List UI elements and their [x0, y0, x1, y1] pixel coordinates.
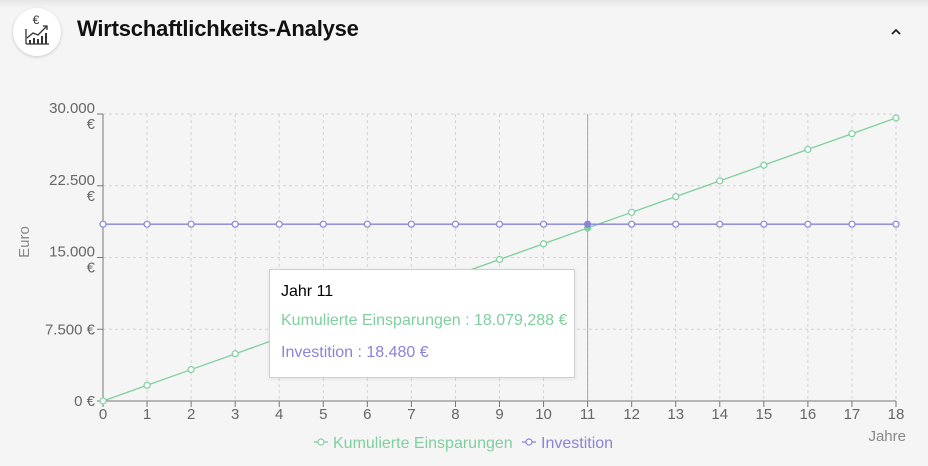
- data-point: [99, 220, 107, 228]
- x-tick-label: 14: [711, 406, 728, 423]
- data-point: [760, 161, 768, 169]
- data-point: [319, 220, 327, 228]
- data-point: [716, 177, 724, 185]
- chevron-up-icon: [891, 28, 901, 35]
- data-point: [539, 220, 548, 228]
- svg-text:€: €: [33, 13, 40, 27]
- data-point: [187, 220, 195, 228]
- x-tick-label: 3: [231, 406, 239, 423]
- data-point: [275, 220, 283, 228]
- x-tick-label: 18: [888, 406, 905, 423]
- data-point: [231, 350, 239, 358]
- y-tick-label: 15.000: [49, 244, 95, 261]
- legend-label: Investition: [541, 435, 613, 452]
- data-point: [539, 240, 548, 248]
- tooltip-savings: Kumulierte Einsparungen : 18.079,288 €: [281, 312, 568, 329]
- legend-swatch-marker: [525, 438, 533, 446]
- data-point: [407, 220, 415, 228]
- data-point: [848, 130, 856, 138]
- legend-swatch-marker: [317, 438, 325, 446]
- x-tick-label: 7: [407, 406, 415, 423]
- data-point: [892, 220, 900, 228]
- data-point: [628, 220, 636, 228]
- x-tick-label: 13: [667, 406, 684, 423]
- y-tick-label: €: [87, 188, 96, 205]
- y-tick-label: €: [87, 116, 96, 133]
- tooltip-investment: Investition : 18.480 €: [281, 344, 429, 361]
- y-axis-title: Euro: [16, 226, 33, 258]
- x-tick-label: 4: [275, 406, 283, 423]
- x-tick-label: 16: [800, 406, 817, 423]
- y-tick-label: 30.000: [49, 100, 95, 117]
- chart-tooltip: Jahr 11 Kumulierte Einsparungen : 18.079…: [269, 269, 575, 378]
- x-tick-label: 11: [580, 406, 596, 423]
- data-point: [848, 220, 856, 228]
- x-tick-label: 8: [451, 406, 459, 423]
- tooltip-title: Jahr 11: [281, 283, 334, 300]
- page-title: Wirtschaftlichkeits-Analyse: [77, 16, 359, 41]
- data-point: [892, 114, 900, 122]
- data-point: [187, 365, 195, 374]
- data-point: [804, 220, 812, 228]
- x-tick-label: 12: [623, 406, 640, 423]
- y-tick-label: 0 €: [74, 393, 96, 410]
- data-point: [363, 220, 371, 228]
- x-tick-label: 9: [495, 406, 503, 423]
- data-point: [231, 220, 239, 228]
- euro-chart-icon: €: [13, 8, 61, 56]
- x-tick-label: 15: [755, 406, 772, 423]
- x-tick-label: 1: [143, 406, 151, 423]
- data-point: [584, 220, 592, 228]
- collapse-button[interactable]: [882, 18, 910, 46]
- data-point: [495, 220, 504, 228]
- x-tick-label: 2: [187, 406, 195, 423]
- x-tick-label: 0: [99, 406, 107, 423]
- x-tick-label: 10: [535, 406, 552, 423]
- data-point: [628, 208, 636, 216]
- y-tick-label: 22.500: [49, 172, 95, 189]
- legend-label: Kumulierte Einsparungen: [333, 435, 513, 452]
- header-shadow: [0, 0, 928, 8]
- data-point: [143, 220, 151, 228]
- x-tick-label: 17: [844, 406, 861, 423]
- x-axis-title: Jahre: [868, 428, 906, 445]
- data-point: [143, 381, 151, 389]
- data-point: [99, 397, 107, 405]
- x-tick-label: 5: [319, 406, 327, 423]
- data-point: [495, 255, 504, 264]
- y-tick-label: 7.500 €: [45, 321, 96, 338]
- data-point: [716, 220, 724, 228]
- y-tick-label: €: [87, 260, 96, 277]
- x-tick-label: 6: [363, 406, 371, 423]
- data-point: [672, 192, 680, 201]
- data-point: [760, 220, 768, 228]
- data-point: [672, 220, 680, 228]
- data-point: [804, 145, 812, 154]
- data-point: [451, 220, 460, 228]
